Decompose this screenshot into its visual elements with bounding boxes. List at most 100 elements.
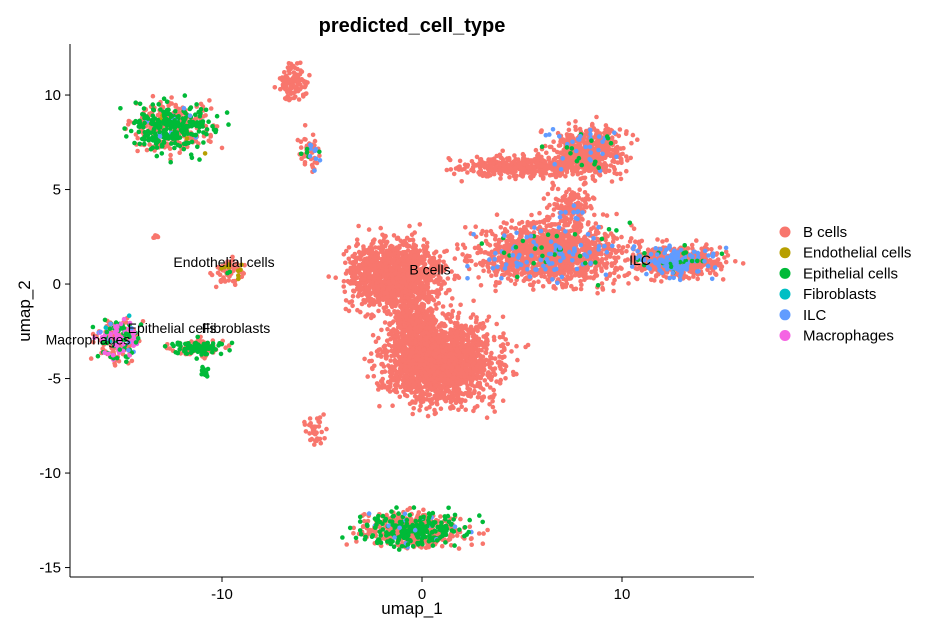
cell-point <box>392 357 398 363</box>
cell-point <box>381 364 387 369</box>
cell-point <box>278 86 283 92</box>
cell-point <box>492 337 497 343</box>
cell-point <box>451 355 457 361</box>
cell-point <box>310 132 316 138</box>
cell-point <box>476 337 482 342</box>
cell-point <box>437 385 442 390</box>
cell-point <box>427 392 433 397</box>
cell-point <box>343 298 349 303</box>
cell-point <box>399 299 404 304</box>
cell-point <box>445 385 450 391</box>
cell-point <box>452 273 458 279</box>
cell-point <box>286 61 292 66</box>
cell-point <box>455 329 460 335</box>
cell-point <box>378 225 384 231</box>
cell-point <box>501 331 506 336</box>
cell-point <box>343 306 349 312</box>
cell-point <box>487 395 493 400</box>
cell-point <box>350 303 355 309</box>
cell-point <box>476 347 482 353</box>
cell-point <box>394 276 400 281</box>
cell-point <box>399 363 404 369</box>
cell-point <box>369 249 375 255</box>
cell-point <box>477 374 483 380</box>
cell-point <box>393 261 399 267</box>
cell-point <box>396 250 401 256</box>
cell-point <box>214 124 220 129</box>
cell-point <box>294 75 300 80</box>
cell-point <box>484 382 490 387</box>
cell-point <box>377 352 383 357</box>
cell-point <box>359 292 365 298</box>
cell-point <box>484 318 490 323</box>
cell-point <box>480 321 486 326</box>
cell-point <box>230 254 235 260</box>
cell-point <box>386 342 392 348</box>
cell-point <box>222 279 228 284</box>
cell-point <box>308 421 314 426</box>
cell-point <box>503 337 509 342</box>
cell-point <box>402 323 408 329</box>
cell-point <box>488 354 493 359</box>
cell-point <box>363 266 369 272</box>
cell-point <box>379 249 384 254</box>
cell-point <box>500 355 505 361</box>
cell-point <box>419 399 425 405</box>
cell-point <box>447 343 453 349</box>
cell-point <box>413 300 419 305</box>
cell-point <box>422 253 427 259</box>
cell-point <box>388 336 393 342</box>
cell-point <box>433 302 439 308</box>
cell-point <box>458 302 463 308</box>
cell-point <box>383 261 389 266</box>
cell-point <box>458 371 463 377</box>
cell-point <box>400 381 406 387</box>
cell-point <box>465 386 470 391</box>
cell-point <box>365 247 370 253</box>
scatter-points <box>88 60 746 552</box>
cell-point <box>403 266 409 271</box>
cell-point <box>407 303 413 308</box>
cell-point <box>443 290 449 296</box>
cell-point <box>298 139 304 144</box>
cell-point <box>448 337 453 342</box>
cell-point <box>277 76 283 81</box>
cell-point <box>439 321 445 326</box>
cell-point <box>430 344 436 350</box>
cell-point <box>401 242 406 248</box>
cell-point <box>611 288 616 294</box>
cell-point <box>379 327 384 333</box>
cell-point <box>198 339 203 344</box>
cell-point <box>444 248 450 254</box>
cell-point <box>454 533 460 538</box>
cell-point <box>416 394 421 400</box>
cell-point <box>489 273 494 279</box>
cell-point <box>391 288 396 294</box>
cell-point <box>429 337 435 343</box>
cell-point <box>346 256 352 262</box>
cell-point <box>433 279 438 284</box>
cell-point <box>489 374 495 380</box>
cell-point <box>514 343 519 349</box>
cell-point <box>437 389 442 395</box>
cell-point <box>88 356 94 361</box>
cell-point <box>379 369 385 375</box>
cell-point <box>478 365 483 370</box>
cell-point <box>468 356 473 361</box>
cell-point <box>455 320 460 326</box>
cell-point <box>487 402 492 407</box>
cell-point <box>457 378 463 384</box>
cell-point <box>342 289 348 295</box>
cell-point <box>218 278 224 284</box>
cell-point <box>434 399 439 405</box>
cell-point <box>456 275 462 281</box>
cell-point <box>359 250 365 256</box>
cell-point <box>230 258 235 263</box>
cell-point <box>173 104 178 109</box>
cell-point <box>449 365 455 370</box>
cell-point <box>406 387 412 393</box>
cell-point <box>232 282 238 288</box>
cell-point <box>422 362 427 368</box>
cell-point <box>480 326 485 331</box>
cell-point <box>416 294 422 300</box>
